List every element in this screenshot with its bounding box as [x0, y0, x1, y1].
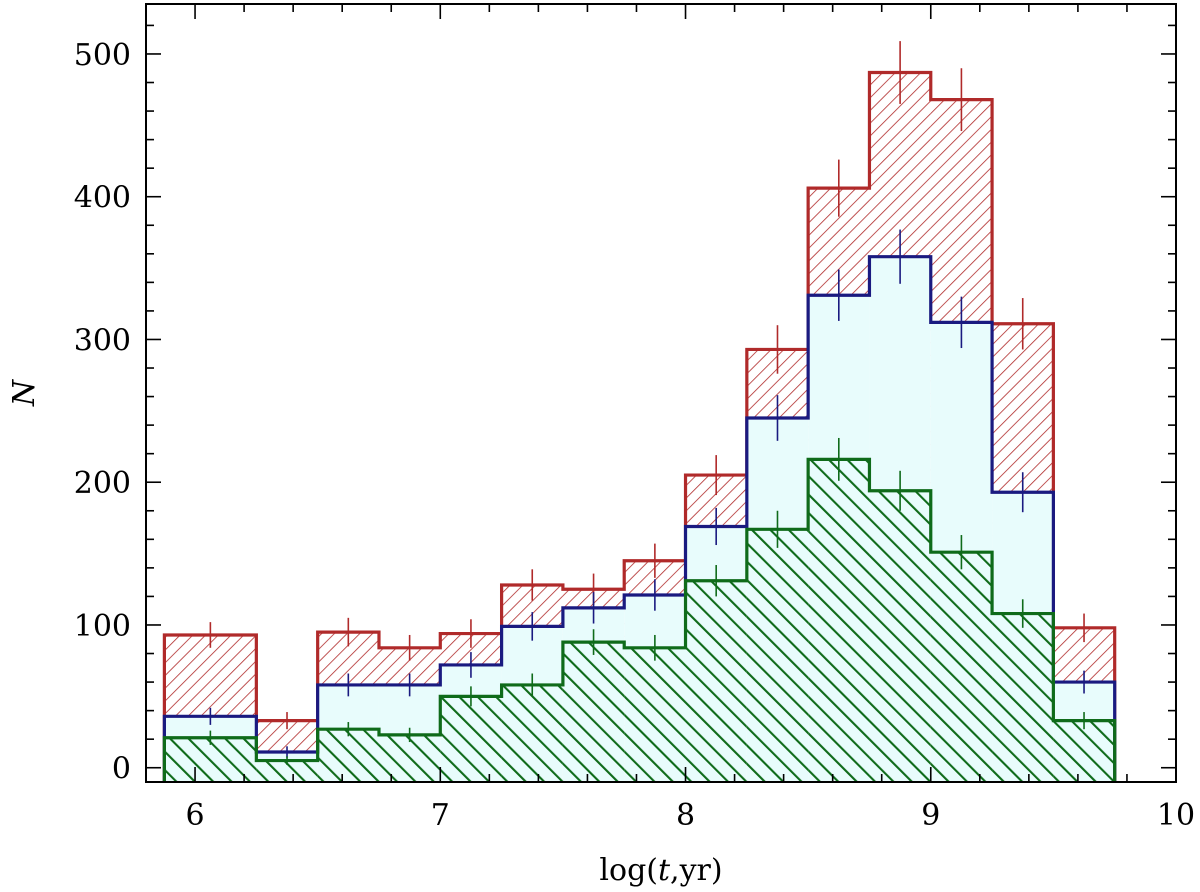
histogram-bar — [869, 490, 931, 782]
histogram-bar — [562, 642, 625, 782]
histogram-bar — [164, 737, 257, 782]
y-tick-label: 300 — [74, 323, 131, 358]
x-axis-title-part: t — [658, 853, 671, 888]
x-tick-label: 9 — [921, 798, 940, 833]
histogram-bar — [808, 459, 870, 782]
x-tick-label: 7 — [431, 798, 450, 833]
x-axis-title: log(t,yr) — [599, 853, 722, 888]
y-tick-label: 100 — [74, 609, 131, 644]
y-tick-label: 400 — [74, 181, 131, 216]
series-2 — [162, 437, 1117, 782]
x-axis-title-part: log( — [599, 853, 658, 888]
histogram-bar — [317, 729, 379, 782]
y-tick-label: 0 — [112, 752, 131, 787]
x-tick-label: 10 — [1157, 798, 1195, 833]
plot-area — [162, 41, 1176, 782]
histogram-bar — [685, 580, 747, 782]
y-tick-label: 200 — [74, 466, 131, 501]
histogram-bar — [501, 684, 563, 782]
histogram-bar — [440, 696, 502, 782]
histogram-bar — [1053, 720, 1115, 782]
plot-frame — [145, 3, 1177, 783]
histogram-bar — [992, 613, 1054, 782]
histogram-bar — [746, 529, 809, 782]
x-tick-label: 8 — [676, 798, 695, 833]
x-axis-title-part: ,yr) — [670, 853, 723, 888]
histogram-bar — [378, 734, 441, 782]
y-tick-label: 500 — [74, 38, 131, 73]
histogram-bar — [256, 760, 318, 782]
histogram-bar — [624, 647, 686, 782]
y-axis-title: N — [7, 378, 42, 407]
histogram-bar — [930, 552, 993, 782]
x-tick-label: 6 — [186, 798, 205, 833]
